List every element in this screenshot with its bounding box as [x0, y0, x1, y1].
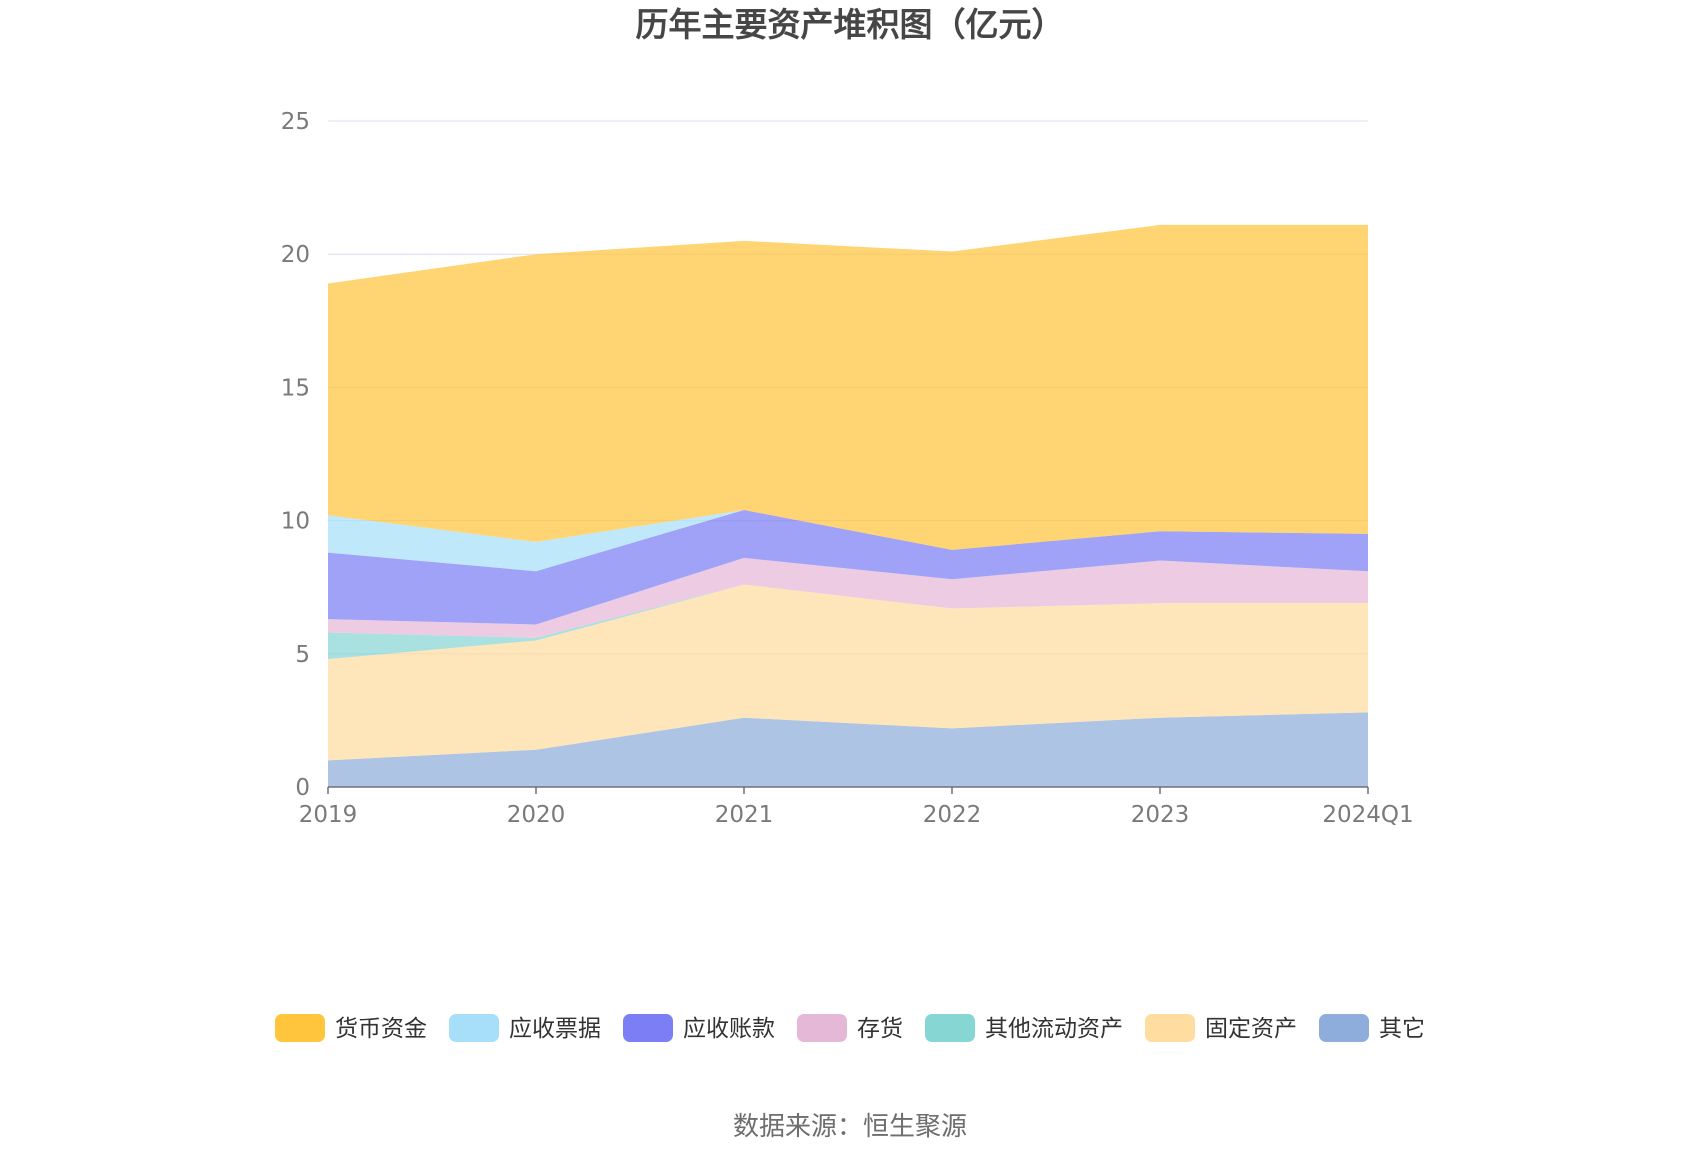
- y-tick-label: 0: [295, 775, 310, 801]
- plot-areas: [328, 224, 1368, 787]
- area-series-5: [328, 584, 1368, 761]
- y-tick-label: 20: [281, 242, 310, 268]
- y-tick-label: 15: [281, 375, 310, 401]
- data-source: 数据来源：恒生聚源: [733, 1112, 967, 1142]
- legend-label: 存货: [857, 1016, 903, 1042]
- legend-swatch: [623, 1014, 673, 1042]
- legend-item: 其他流动资产: [925, 1014, 1123, 1042]
- y-tick-label: 10: [281, 509, 310, 535]
- legend-label: 应收账款: [683, 1016, 775, 1042]
- legend-label: 固定资产: [1205, 1016, 1297, 1042]
- legend-item: 应收账款: [623, 1014, 775, 1042]
- x-tick-label: 2020: [507, 802, 566, 828]
- x-tick-label: 2019: [299, 802, 358, 828]
- legend-item: 固定资产: [1145, 1014, 1297, 1042]
- legend-swatch: [1319, 1014, 1369, 1042]
- x-tick-label: 2022: [923, 802, 982, 828]
- x-tick-label: 2023: [1131, 802, 1190, 828]
- legend-label: 应收票据: [509, 1016, 601, 1042]
- x-tick-label: 2021: [715, 802, 774, 828]
- chart-title: 历年主要资产堆积图（亿元）: [636, 5, 1065, 44]
- legend-item: 其它: [1319, 1014, 1425, 1042]
- legend-item: 应收票据: [449, 1014, 601, 1042]
- legend: 货币资金 应收票据 应收账款 存货 其他流动资产 固定资产 其它: [275, 1014, 1425, 1042]
- y-tick-label: 25: [281, 109, 310, 135]
- area-series-0: [328, 224, 1368, 550]
- area-series-6: [328, 712, 1368, 787]
- legend-swatch: [1145, 1014, 1195, 1042]
- legend-swatch: [275, 1014, 325, 1042]
- legend-swatch: [925, 1014, 975, 1042]
- axes: 2019 2020 2021 2022 2023 2024Q1: [299, 786, 1414, 828]
- x-tick-label: 2024Q1: [1322, 802, 1413, 828]
- legend-label: 其他流动资产: [985, 1016, 1123, 1042]
- legend-item: 货币资金: [275, 1014, 427, 1042]
- area-series-3: [328, 557, 1368, 638]
- legend-swatch: [449, 1014, 499, 1042]
- legend-item: 存货: [797, 1014, 903, 1042]
- y-tick-label: 5: [295, 642, 310, 668]
- legend-label: 货币资金: [335, 1016, 427, 1042]
- legend-swatch: [797, 1014, 847, 1042]
- area-series-2: [328, 509, 1368, 625]
- legend-label: 其它: [1379, 1016, 1425, 1042]
